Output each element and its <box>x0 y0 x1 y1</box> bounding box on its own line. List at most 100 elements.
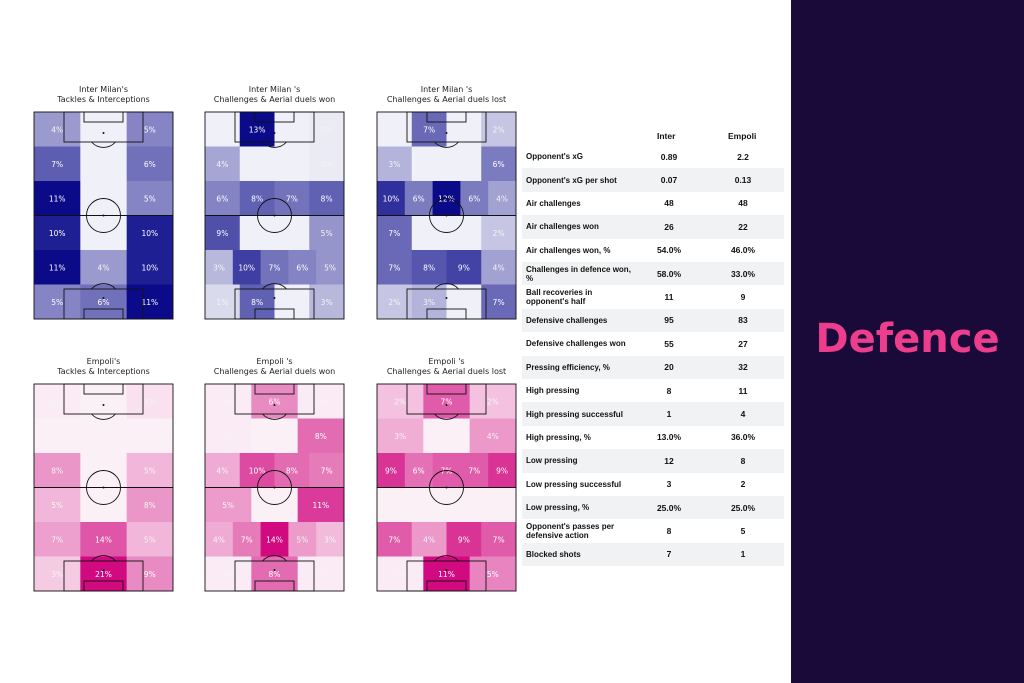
inter-value: 58.0% <box>656 268 682 279</box>
heatmap-cell <box>377 215 413 251</box>
heatmap-cell <box>377 112 413 147</box>
heatmap-cell-label: 3% <box>394 432 406 441</box>
row-label: Low pressing successful <box>526 479 622 489</box>
heatmap-cell-label: 21% <box>95 570 112 579</box>
heatmap-cell <box>274 112 310 147</box>
heatmap-cell <box>239 181 275 216</box>
heatmap-cell <box>274 284 310 320</box>
penalty-arc <box>262 283 287 290</box>
heatmap-cell-label: 4% <box>493 263 505 272</box>
table-row: Opponent's xG per shot 0.07 0.13 <box>522 168 784 192</box>
heatmap-cell-label: 4% <box>423 535 435 544</box>
heatmap-cell <box>34 146 81 182</box>
heatmap-cell-label: 0% <box>222 432 234 441</box>
table-row: Blocked shots 7 1 <box>522 542 784 567</box>
table-row: High pressing, % 13.0% 36.0% <box>522 426 784 449</box>
heatmap-cell-label: 10% <box>238 263 255 272</box>
penalty-spot <box>273 297 276 299</box>
centre-spot <box>445 486 448 489</box>
centre-circle <box>429 470 464 505</box>
heatmap-cell-label: 8% <box>144 501 156 510</box>
centre-circle <box>86 470 121 505</box>
heatmap-cell <box>80 418 128 454</box>
heatmap-cell <box>126 215 174 251</box>
heatmap-cell <box>126 556 174 592</box>
column-header-inter: Inter <box>657 131 676 141</box>
heatmap-cell-label: 2% <box>487 397 499 406</box>
heatmap-cell-label: 0% <box>51 397 63 406</box>
heatmap-cell <box>411 215 447 251</box>
row-label: Opponent's xG per shot <box>526 175 617 185</box>
heatmap-cell <box>34 384 81 419</box>
heatmap-cell <box>239 453 275 488</box>
heatmap-cell-label: 4% <box>213 535 225 544</box>
heatmap-cell-label: 3% <box>324 535 336 544</box>
heatmap-cell <box>239 146 275 182</box>
heatmap-cell <box>411 146 447 182</box>
row-label: Low pressing, % <box>526 503 590 513</box>
heatmap-cell-label: 7% <box>423 125 435 134</box>
heatmap-cell <box>80 284 128 320</box>
heatmap-cell <box>251 418 299 454</box>
table-row: Air challenges 48 48 <box>522 192 784 215</box>
row-label: Challenges in defence won, % <box>526 264 631 283</box>
heatmap-cell-label: 4% <box>98 263 110 272</box>
heatmap-cell-label: 9% <box>144 570 156 579</box>
heatmap-cell <box>205 146 241 182</box>
heatmap-cell-label: 3% <box>321 298 333 307</box>
heatmap-cell <box>34 487 81 523</box>
heatmap-cell-label: 7% <box>388 263 400 272</box>
heatmap-cell <box>126 453 174 488</box>
heatmap-cell-label: 5% <box>144 125 156 134</box>
heatmap-cell-label: 7% <box>51 160 63 169</box>
heatmap-cell <box>297 556 345 592</box>
heatmap-cell-label: 7% <box>241 535 253 544</box>
heatmap-cell <box>126 250 174 285</box>
heatmap-cell-label: 14% <box>266 535 283 544</box>
heatmap-cell-label: 6% <box>468 194 480 203</box>
table-row: Air challenges won 26 22 <box>522 215 784 239</box>
empoli-value: 11 <box>738 385 748 396</box>
empoli-value: 25.0% <box>730 502 756 513</box>
heatmap-cell <box>80 522 128 557</box>
inter-value: 3 <box>666 479 672 490</box>
heatmap-cell-label: 5% <box>51 298 63 307</box>
heatmap-title: Empoli 's Challenges & Aerial duels lost <box>386 357 507 376</box>
heatmap-cell <box>309 284 345 320</box>
heatmap-cell <box>469 418 517 454</box>
heatmap-title: Empoli 's Challenges & Aerial duels won <box>213 357 336 376</box>
row-label: High pressing, % <box>526 432 591 442</box>
heatmap-cell <box>297 384 345 419</box>
heatmap-cell-label: 2% <box>394 397 406 406</box>
heatmap-cell-label: 11% <box>141 298 158 307</box>
heatmap-cell-label: 2% <box>493 125 505 134</box>
heatmap-cell <box>205 181 241 216</box>
heatmap-cell-label: 5% <box>144 466 156 475</box>
heatmap-cell <box>411 284 447 320</box>
penalty-arc <box>434 141 459 148</box>
penalty-arc <box>434 555 459 562</box>
heatmap-cell <box>377 284 413 320</box>
heatmap-cell-label: 5% <box>144 535 156 544</box>
heatmap-cell <box>446 250 482 285</box>
heatmap-cell-label: 10% <box>383 194 400 203</box>
penalty-arc <box>91 141 116 148</box>
heatmap-cell <box>80 112 128 147</box>
inter-value: 8 <box>666 526 672 537</box>
heatmap-cell-label: 14% <box>95 535 112 544</box>
row-label: Air challenges won <box>526 222 599 232</box>
inter-value: 13.0% <box>656 432 682 443</box>
heatmap-cell <box>205 250 234 285</box>
heatmap-cell <box>34 250 81 285</box>
table-row: High pressing 8 11 <box>522 379 784 402</box>
heatmap-cell <box>377 250 413 285</box>
heatmap-cell <box>251 556 299 592</box>
heatmap-cell-label: 7% <box>388 229 400 238</box>
heatmap-cell-label: 0% <box>222 397 234 406</box>
heatmap-cell <box>411 522 447 557</box>
heatmap-cell-label: 8% <box>286 466 298 475</box>
heatmap-cell-label: 7% <box>493 298 505 307</box>
penalty-arc <box>91 555 116 562</box>
penalty-arc <box>434 413 459 420</box>
goal-area <box>83 580 124 592</box>
